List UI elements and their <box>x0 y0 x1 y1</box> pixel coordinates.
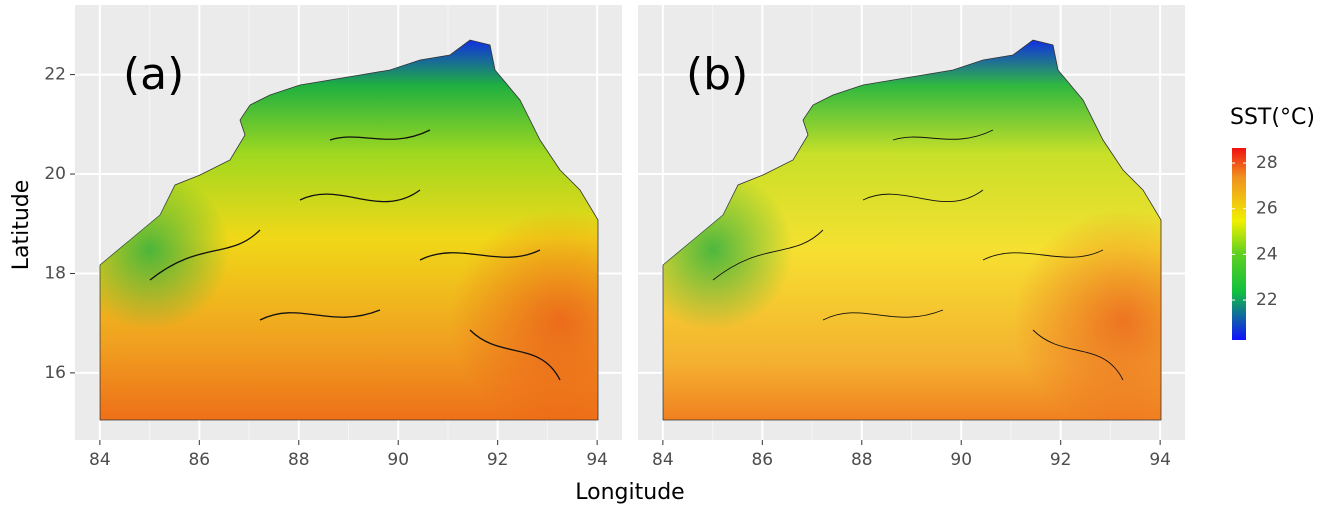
panel-label: (a) <box>123 49 184 100</box>
thermal-front <box>419 249 541 261</box>
legend-tick-label: 28 <box>1256 153 1278 173</box>
x-tick-label: 90 <box>950 450 972 470</box>
legend-tick-label: 26 <box>1256 199 1278 219</box>
x-tick-label: 88 <box>288 450 310 470</box>
panel-label: (b) <box>686 49 748 100</box>
x-tick-label: 86 <box>751 450 773 470</box>
thermal-front <box>712 229 824 281</box>
y-tick-label: 18 <box>44 263 66 283</box>
legend-title: SST(°C) <box>1230 105 1315 130</box>
x-tick-label: 84 <box>652 450 674 470</box>
x-tick-label: 92 <box>1050 450 1072 470</box>
x-tick-label: 94 <box>1149 450 1171 470</box>
x-tick-label: 88 <box>851 450 873 470</box>
thermal-front <box>149 229 261 281</box>
y-axis-title: Latitude <box>9 180 34 271</box>
thermal-front <box>329 129 431 141</box>
thermal-front <box>892 129 994 141</box>
thermal-front <box>822 309 944 321</box>
y-tick-label: 22 <box>44 65 66 85</box>
color-bar <box>1232 148 1246 340</box>
thermal-front <box>1032 329 1124 381</box>
sst-field <box>662 39 1162 421</box>
thermal-front <box>862 189 984 203</box>
thermal-front <box>982 249 1104 261</box>
panel: (a) 84 86 88 90 92 94 16 18 20 22 <box>44 5 622 470</box>
y-tick-label: 20 <box>44 164 66 184</box>
x-tick-label: 92 <box>487 450 509 470</box>
thermal-front <box>469 329 561 381</box>
x-axis-title: Longitude <box>575 480 684 505</box>
x-tick-label: 86 <box>188 450 210 470</box>
x-tick-label: 94 <box>586 450 608 470</box>
thermal-front <box>299 189 421 203</box>
sst-field <box>99 39 599 421</box>
x-tick-label: 84 <box>89 450 111 470</box>
thermal-front <box>259 309 381 321</box>
legend-tick-label: 24 <box>1256 244 1278 264</box>
y-tick-label: 16 <box>44 363 66 383</box>
legend-tick-label: 22 <box>1256 290 1278 310</box>
x-tick-label: 90 <box>387 450 409 470</box>
panel: (b) 84 86 88 90 92 94 <box>638 5 1185 470</box>
